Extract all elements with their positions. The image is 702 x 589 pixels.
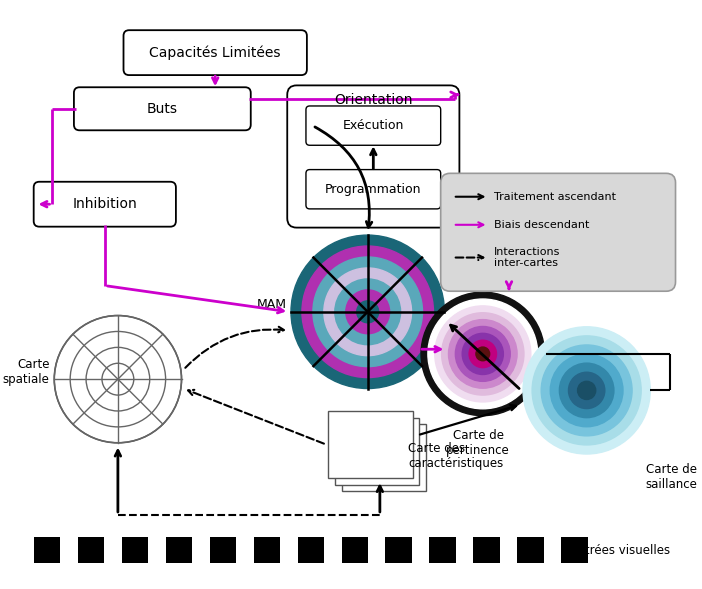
Circle shape	[476, 347, 490, 361]
Circle shape	[302, 246, 433, 378]
Circle shape	[421, 292, 545, 416]
FancyBboxPatch shape	[335, 418, 419, 485]
Text: Interactions
inter-cartes: Interactions inter-cartes	[494, 247, 560, 269]
FancyBboxPatch shape	[329, 411, 413, 478]
Circle shape	[335, 279, 401, 345]
Circle shape	[291, 235, 444, 389]
Bar	[473, 537, 500, 564]
Circle shape	[357, 301, 378, 323]
Circle shape	[435, 306, 531, 402]
FancyBboxPatch shape	[306, 170, 441, 209]
Bar	[253, 537, 280, 564]
Text: Traitement ascendant: Traitement ascendant	[494, 192, 616, 201]
Circle shape	[346, 290, 390, 334]
Bar	[298, 537, 324, 564]
Circle shape	[569, 372, 605, 409]
Bar	[562, 537, 588, 564]
FancyBboxPatch shape	[341, 424, 425, 491]
FancyBboxPatch shape	[74, 87, 251, 130]
Circle shape	[313, 257, 423, 366]
Circle shape	[428, 299, 538, 409]
Text: Buts: Buts	[147, 102, 178, 116]
Text: Biais descendant: Biais descendant	[494, 220, 590, 230]
Circle shape	[469, 340, 496, 368]
FancyBboxPatch shape	[306, 106, 441, 145]
Bar	[34, 537, 60, 564]
Circle shape	[532, 336, 641, 445]
Text: Carte
spatiale: Carte spatiale	[3, 358, 50, 386]
Bar	[121, 537, 148, 564]
Circle shape	[442, 313, 524, 395]
FancyBboxPatch shape	[34, 182, 176, 227]
Text: Carte des
caractéristiques: Carte des caractéristiques	[408, 442, 503, 470]
Circle shape	[578, 381, 596, 399]
Bar	[166, 537, 192, 564]
Circle shape	[324, 268, 411, 356]
Text: Carte de
saillance: Carte de saillance	[646, 464, 698, 491]
Circle shape	[550, 354, 623, 427]
Bar	[385, 537, 411, 564]
Circle shape	[559, 363, 614, 418]
Text: Orientation: Orientation	[334, 94, 413, 107]
Text: Capacités Limitées: Capacités Limitées	[150, 45, 281, 60]
Bar	[341, 537, 368, 564]
Bar	[210, 537, 236, 564]
Circle shape	[54, 316, 182, 443]
Text: Entrées visuelles: Entrées visuelles	[570, 544, 670, 557]
FancyBboxPatch shape	[441, 173, 675, 291]
Text: MAM: MAM	[256, 298, 286, 311]
Circle shape	[462, 333, 503, 375]
Circle shape	[449, 320, 517, 388]
FancyBboxPatch shape	[287, 85, 459, 227]
Text: Carte de
pertinence: Carte de pertinence	[446, 429, 510, 456]
Circle shape	[541, 345, 632, 436]
Bar	[517, 537, 543, 564]
Circle shape	[456, 326, 510, 381]
Bar	[78, 537, 104, 564]
Circle shape	[523, 327, 650, 454]
Text: Programmation: Programmation	[325, 183, 422, 196]
Text: Inhibition: Inhibition	[72, 197, 137, 211]
Text: Exécution: Exécution	[343, 119, 404, 132]
Bar	[430, 537, 456, 564]
FancyBboxPatch shape	[124, 30, 307, 75]
